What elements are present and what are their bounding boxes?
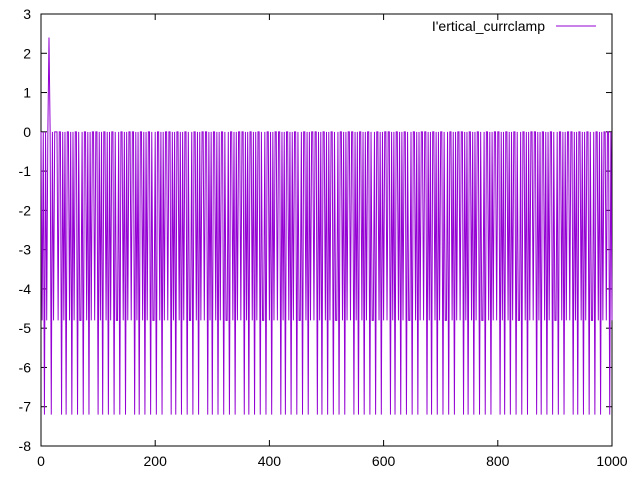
plot-frame bbox=[40, 13, 613, 447]
y-tick-label: -2 bbox=[19, 202, 32, 218]
legend: I'ertical_currclamp bbox=[432, 18, 596, 34]
series-layer bbox=[40, 37, 613, 415]
y-tick-label: -1 bbox=[19, 163, 32, 179]
x-tick-label: 800 bbox=[486, 453, 510, 469]
legend-label: I'ertical_currclamp bbox=[432, 18, 545, 34]
y-tick-label: -4 bbox=[19, 281, 32, 297]
y-tick-label: 3 bbox=[23, 6, 31, 22]
y-tick-label: -5 bbox=[19, 320, 32, 336]
x-tick-label: 600 bbox=[372, 453, 396, 469]
x-axis: 0 200 400 600 800 1000 bbox=[37, 14, 628, 469]
y-axis: 3 2 1 0 -1 -2 -3 -4 -5 -6 -7 -8 bbox=[19, 6, 612, 454]
y-tick-label: -8 bbox=[19, 438, 32, 454]
y-tick-label: -7 bbox=[19, 399, 32, 415]
y-tick-label: 0 bbox=[23, 124, 31, 140]
y-tick-label: 1 bbox=[23, 85, 31, 101]
y-tick-label: -3 bbox=[19, 242, 32, 258]
y-tick-label: 2 bbox=[23, 45, 31, 61]
x-tick-label: 0 bbox=[37, 453, 45, 469]
x-tick-label: 1000 bbox=[596, 453, 627, 469]
y-tick-label: -6 bbox=[19, 359, 32, 375]
x-tick-label: 400 bbox=[258, 453, 282, 469]
plot-border bbox=[40, 13, 613, 447]
series-line-vertical-currclamp bbox=[40, 37, 613, 415]
x-tick-label: 200 bbox=[144, 453, 168, 469]
